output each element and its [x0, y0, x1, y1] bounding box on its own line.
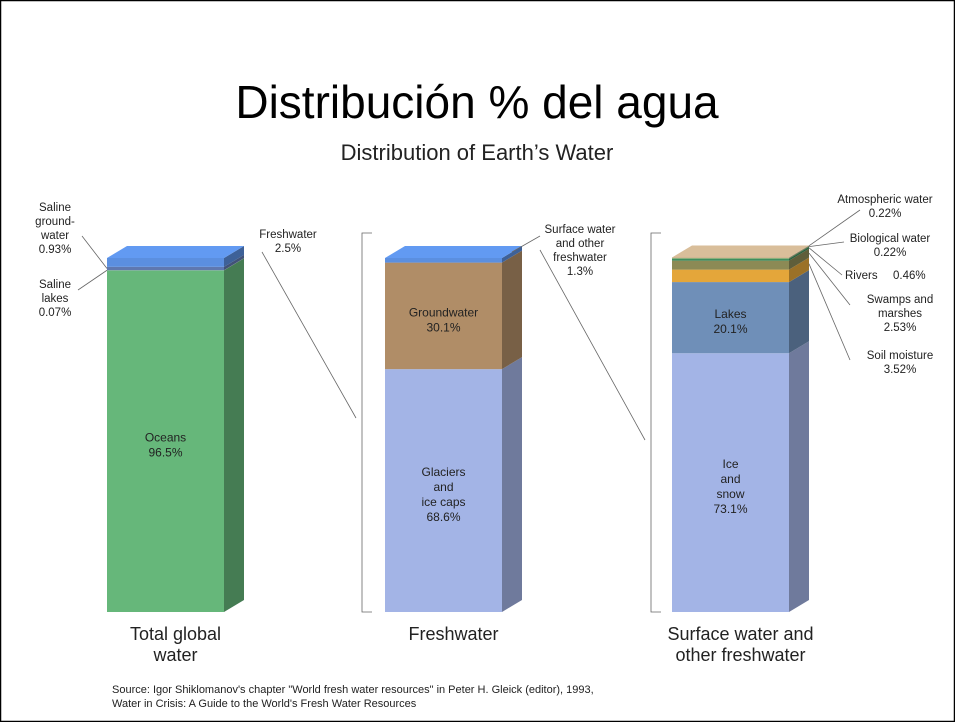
callout-label: Saline lakes: [39, 279, 71, 305]
leader-line: [77, 269, 108, 291]
leader-line: [81, 235, 108, 269]
bar-segment-side: [224, 258, 244, 612]
callout-value: 2.5%: [275, 243, 301, 255]
bar-segment: [672, 257, 789, 259]
bar-segment-side: [224, 254, 244, 271]
bar-segment-side: [502, 357, 522, 612]
bar-segment: [385, 369, 502, 612]
bar-segment-side: [789, 257, 809, 283]
bracket: [650, 232, 661, 613]
bar-top: [385, 246, 522, 258]
segment-label: Oceans: [145, 431, 186, 445]
bar-segment-side: [789, 248, 809, 270]
bar-top: [672, 245, 809, 258]
callout-label: Soil moisture: [867, 350, 933, 362]
bar-label: Freshwater: [408, 624, 498, 644]
callout-value: 0.93%: [39, 244, 72, 256]
slide-title: Distribución % del agua: [235, 76, 719, 128]
bar-segment: [672, 258, 789, 260]
callout-value: 2.53%: [884, 322, 917, 334]
segment-value: 68.6%: [426, 510, 460, 524]
bar-label: Surface water and other freshwater: [667, 624, 813, 665]
chart-subtitle: Distribution of Earth’s Water: [341, 140, 614, 165]
segment-label: Groundwater: [409, 305, 478, 319]
segment-label: Ice and snow: [716, 457, 744, 501]
bar-segment: [385, 262, 502, 370]
bar-segment-side: [789, 247, 809, 261]
connector: [261, 251, 357, 419]
bar-segment: [672, 353, 789, 612]
callout-value: 0.22%: [874, 247, 907, 259]
segment-label: Lakes: [714, 307, 746, 321]
bar-segment: [672, 269, 789, 283]
bar-segment-side: [789, 270, 809, 354]
segment-value: 20.1%: [713, 322, 747, 336]
leader-line: [511, 235, 541, 253]
callout-value: 0.07%: [39, 307, 72, 319]
callout-label: Saline ground-water: [35, 202, 75, 242]
callout-value: 3.52%: [884, 364, 917, 376]
callout-label: Freshwater: [259, 229, 317, 241]
segment-value: 73.1%: [713, 502, 747, 516]
bar-segment: [672, 282, 789, 354]
callout-value: 1.3%: [567, 266, 593, 278]
callout-label: Rivers: [845, 270, 878, 282]
segment-value: 96.5%: [148, 446, 182, 460]
callout-label: Biological water: [850, 233, 931, 245]
bar-segment-side: [789, 341, 809, 612]
source-note: Source: Igor Shiklomanov's chapter "Worl…: [112, 684, 594, 710]
bar-segment: [107, 270, 224, 612]
callout-value: 0.22%: [869, 208, 902, 220]
callout-label: Atmospheric water: [837, 194, 932, 206]
leader-line: [808, 247, 843, 276]
bar-segment-side: [224, 246, 244, 267]
bar-segment-side: [789, 246, 809, 260]
bar-segment: [672, 259, 789, 261]
bar-segment-side: [502, 246, 522, 263]
bar-top: [107, 246, 244, 258]
bar-segment-side: [789, 245, 809, 259]
bracket: [361, 232, 372, 613]
leader-line: [808, 252, 851, 306]
segment-value: 30.1%: [426, 320, 460, 334]
callout-label: Surface water and other freshwater: [545, 224, 616, 264]
bar-segment: [672, 260, 789, 270]
leader-line: [808, 209, 861, 247]
leader-line: [808, 263, 851, 361]
bar-label: Total global water: [130, 624, 221, 665]
callout-value: 0.46%: [893, 270, 926, 282]
callout-label: Swamps and marshes: [867, 294, 933, 320]
leader-line: [808, 241, 845, 248]
segment-label: Glaciers and ice caps: [421, 465, 465, 509]
bar-segment: [107, 258, 224, 267]
bar-segment-side: [224, 258, 244, 271]
connector: [539, 249, 646, 441]
bar-segment: [385, 258, 502, 263]
bar-segment-side: [502, 250, 522, 370]
bar-segment: [107, 266, 224, 271]
